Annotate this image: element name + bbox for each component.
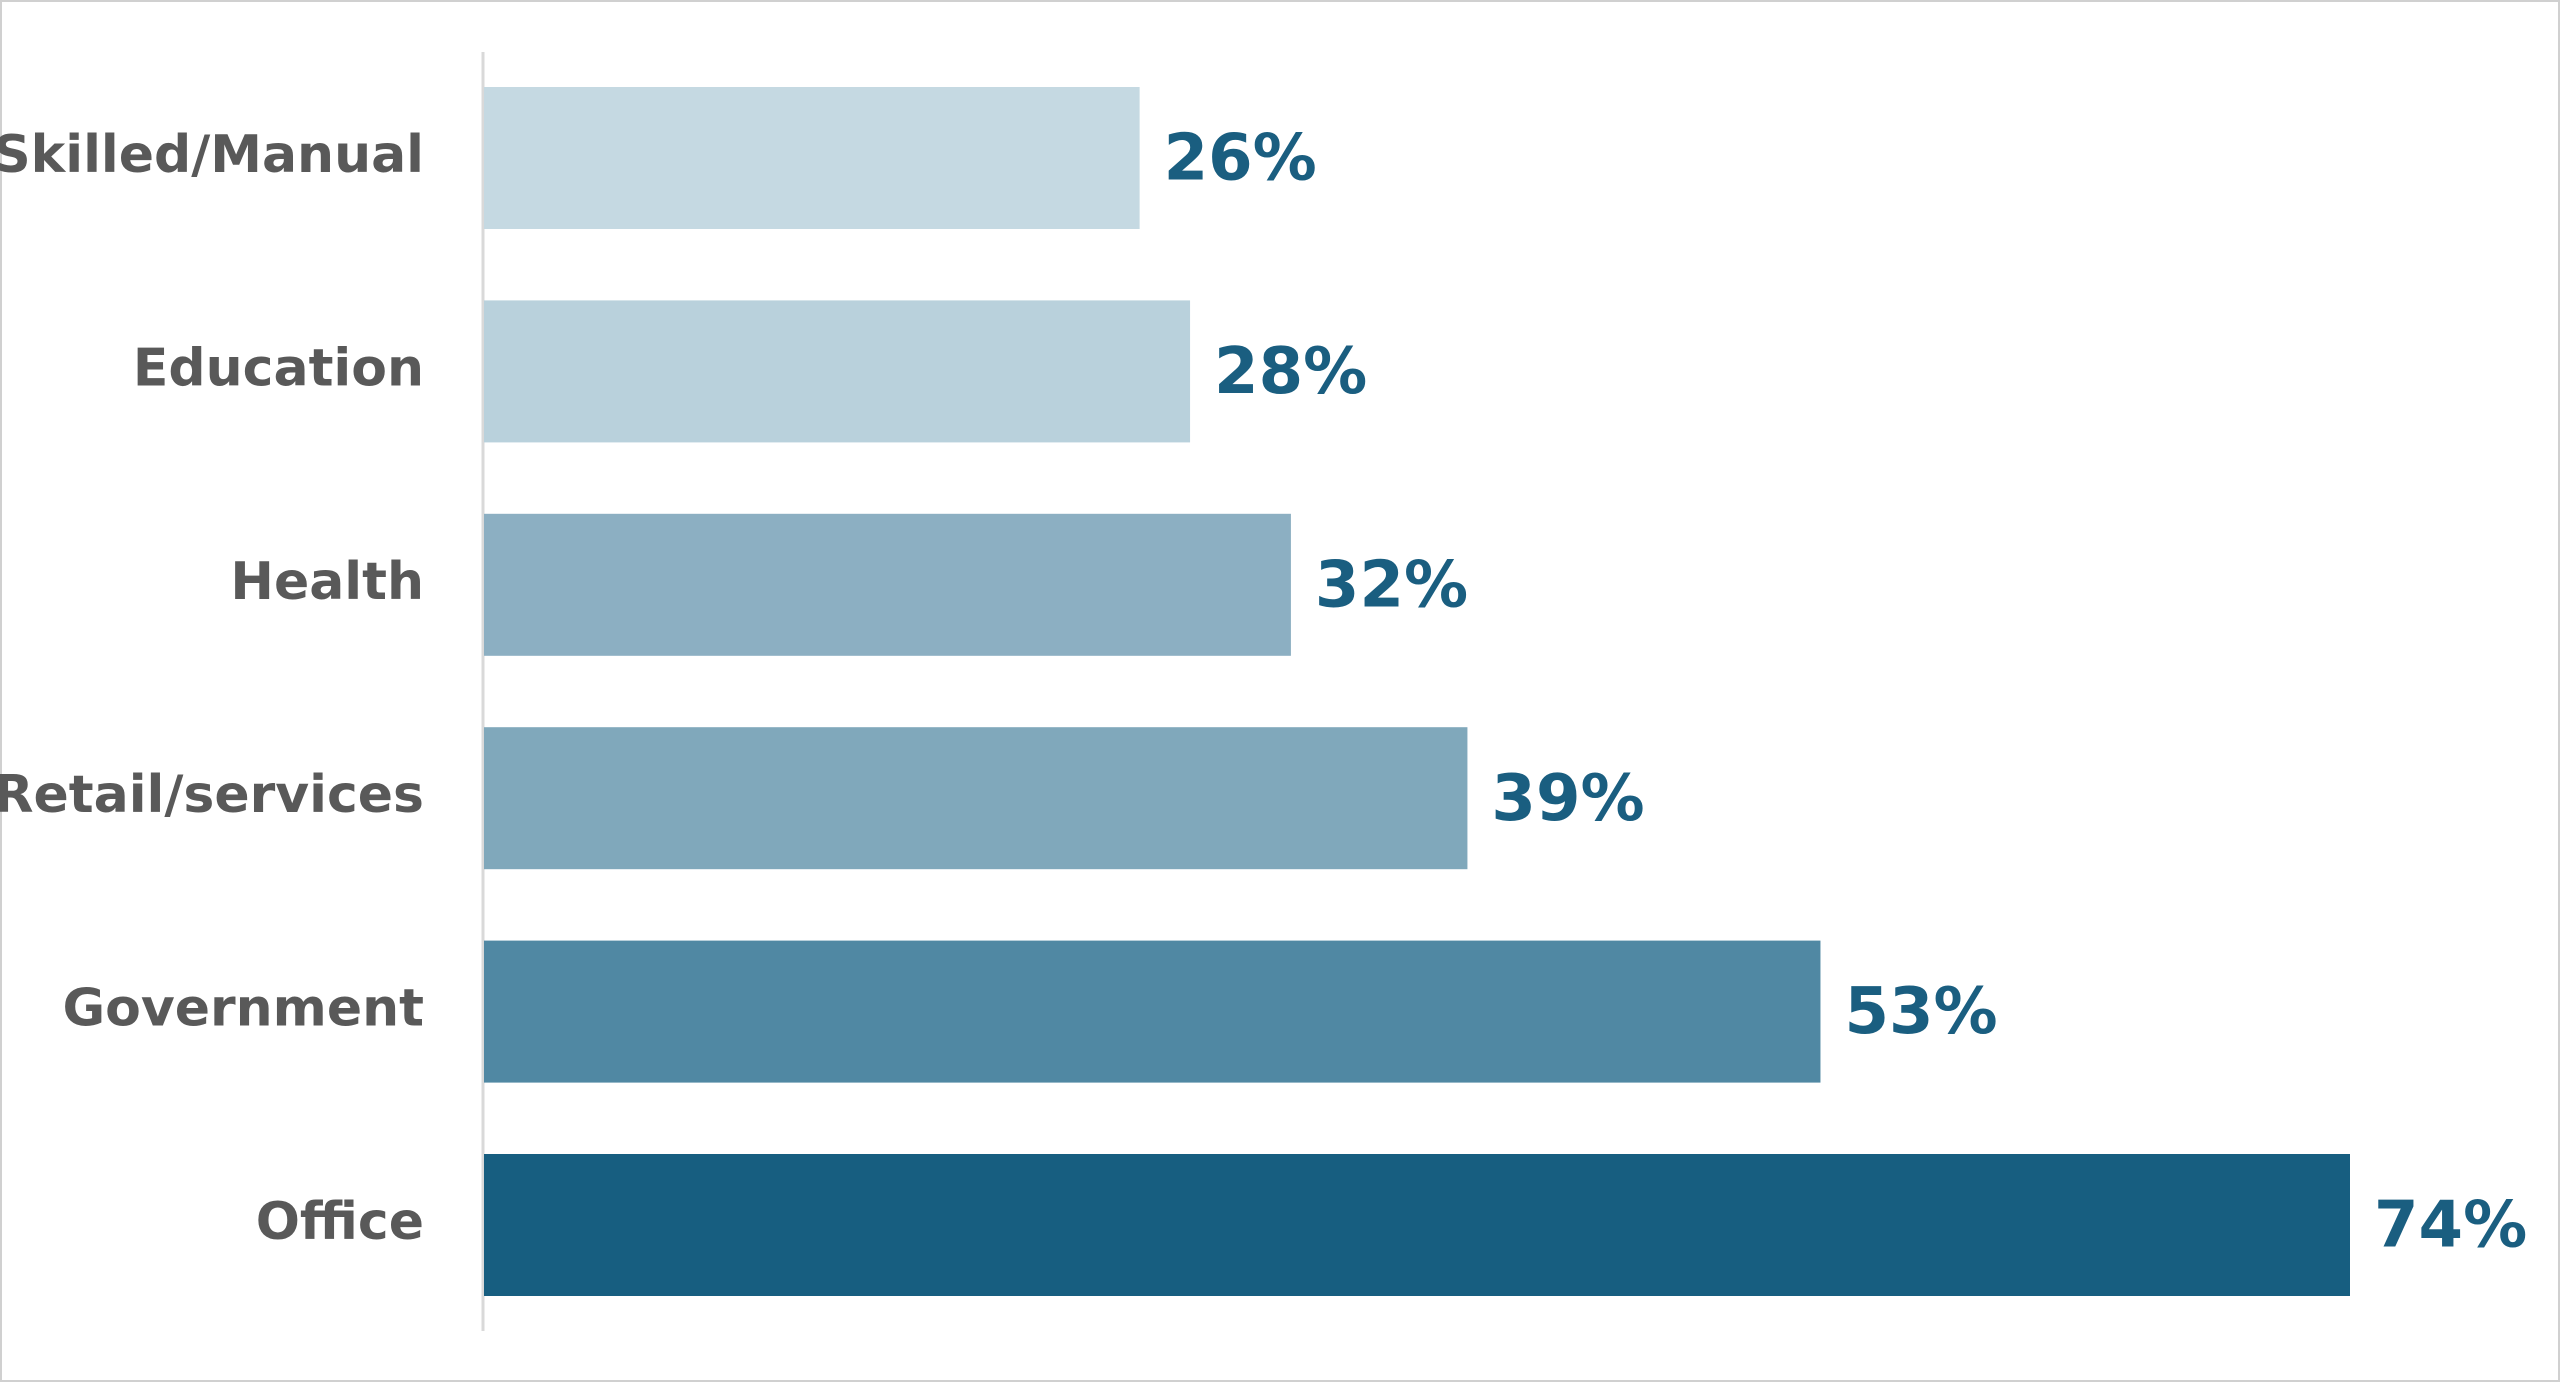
bar xyxy=(484,940,1821,1083)
bar xyxy=(484,513,1291,656)
data-label: 28% xyxy=(1214,335,1367,409)
category-label: Health xyxy=(230,552,424,612)
data-label: 39% xyxy=(1491,762,1644,836)
category-label: Retail/services xyxy=(0,765,424,825)
bar xyxy=(484,727,1468,870)
category-label: Office xyxy=(256,1192,424,1252)
bar xyxy=(484,300,1191,443)
data-label: 53% xyxy=(1844,975,1997,1049)
category-label: Skilled/Manual xyxy=(0,125,424,185)
bar xyxy=(484,1154,2350,1296)
category-label: Education xyxy=(133,338,424,398)
bar xyxy=(484,87,1140,229)
data-label: 74% xyxy=(2374,1189,2527,1263)
category-label: Government xyxy=(62,979,424,1039)
data-label: 26% xyxy=(1164,122,1317,196)
data-label: 32% xyxy=(1315,548,1468,622)
